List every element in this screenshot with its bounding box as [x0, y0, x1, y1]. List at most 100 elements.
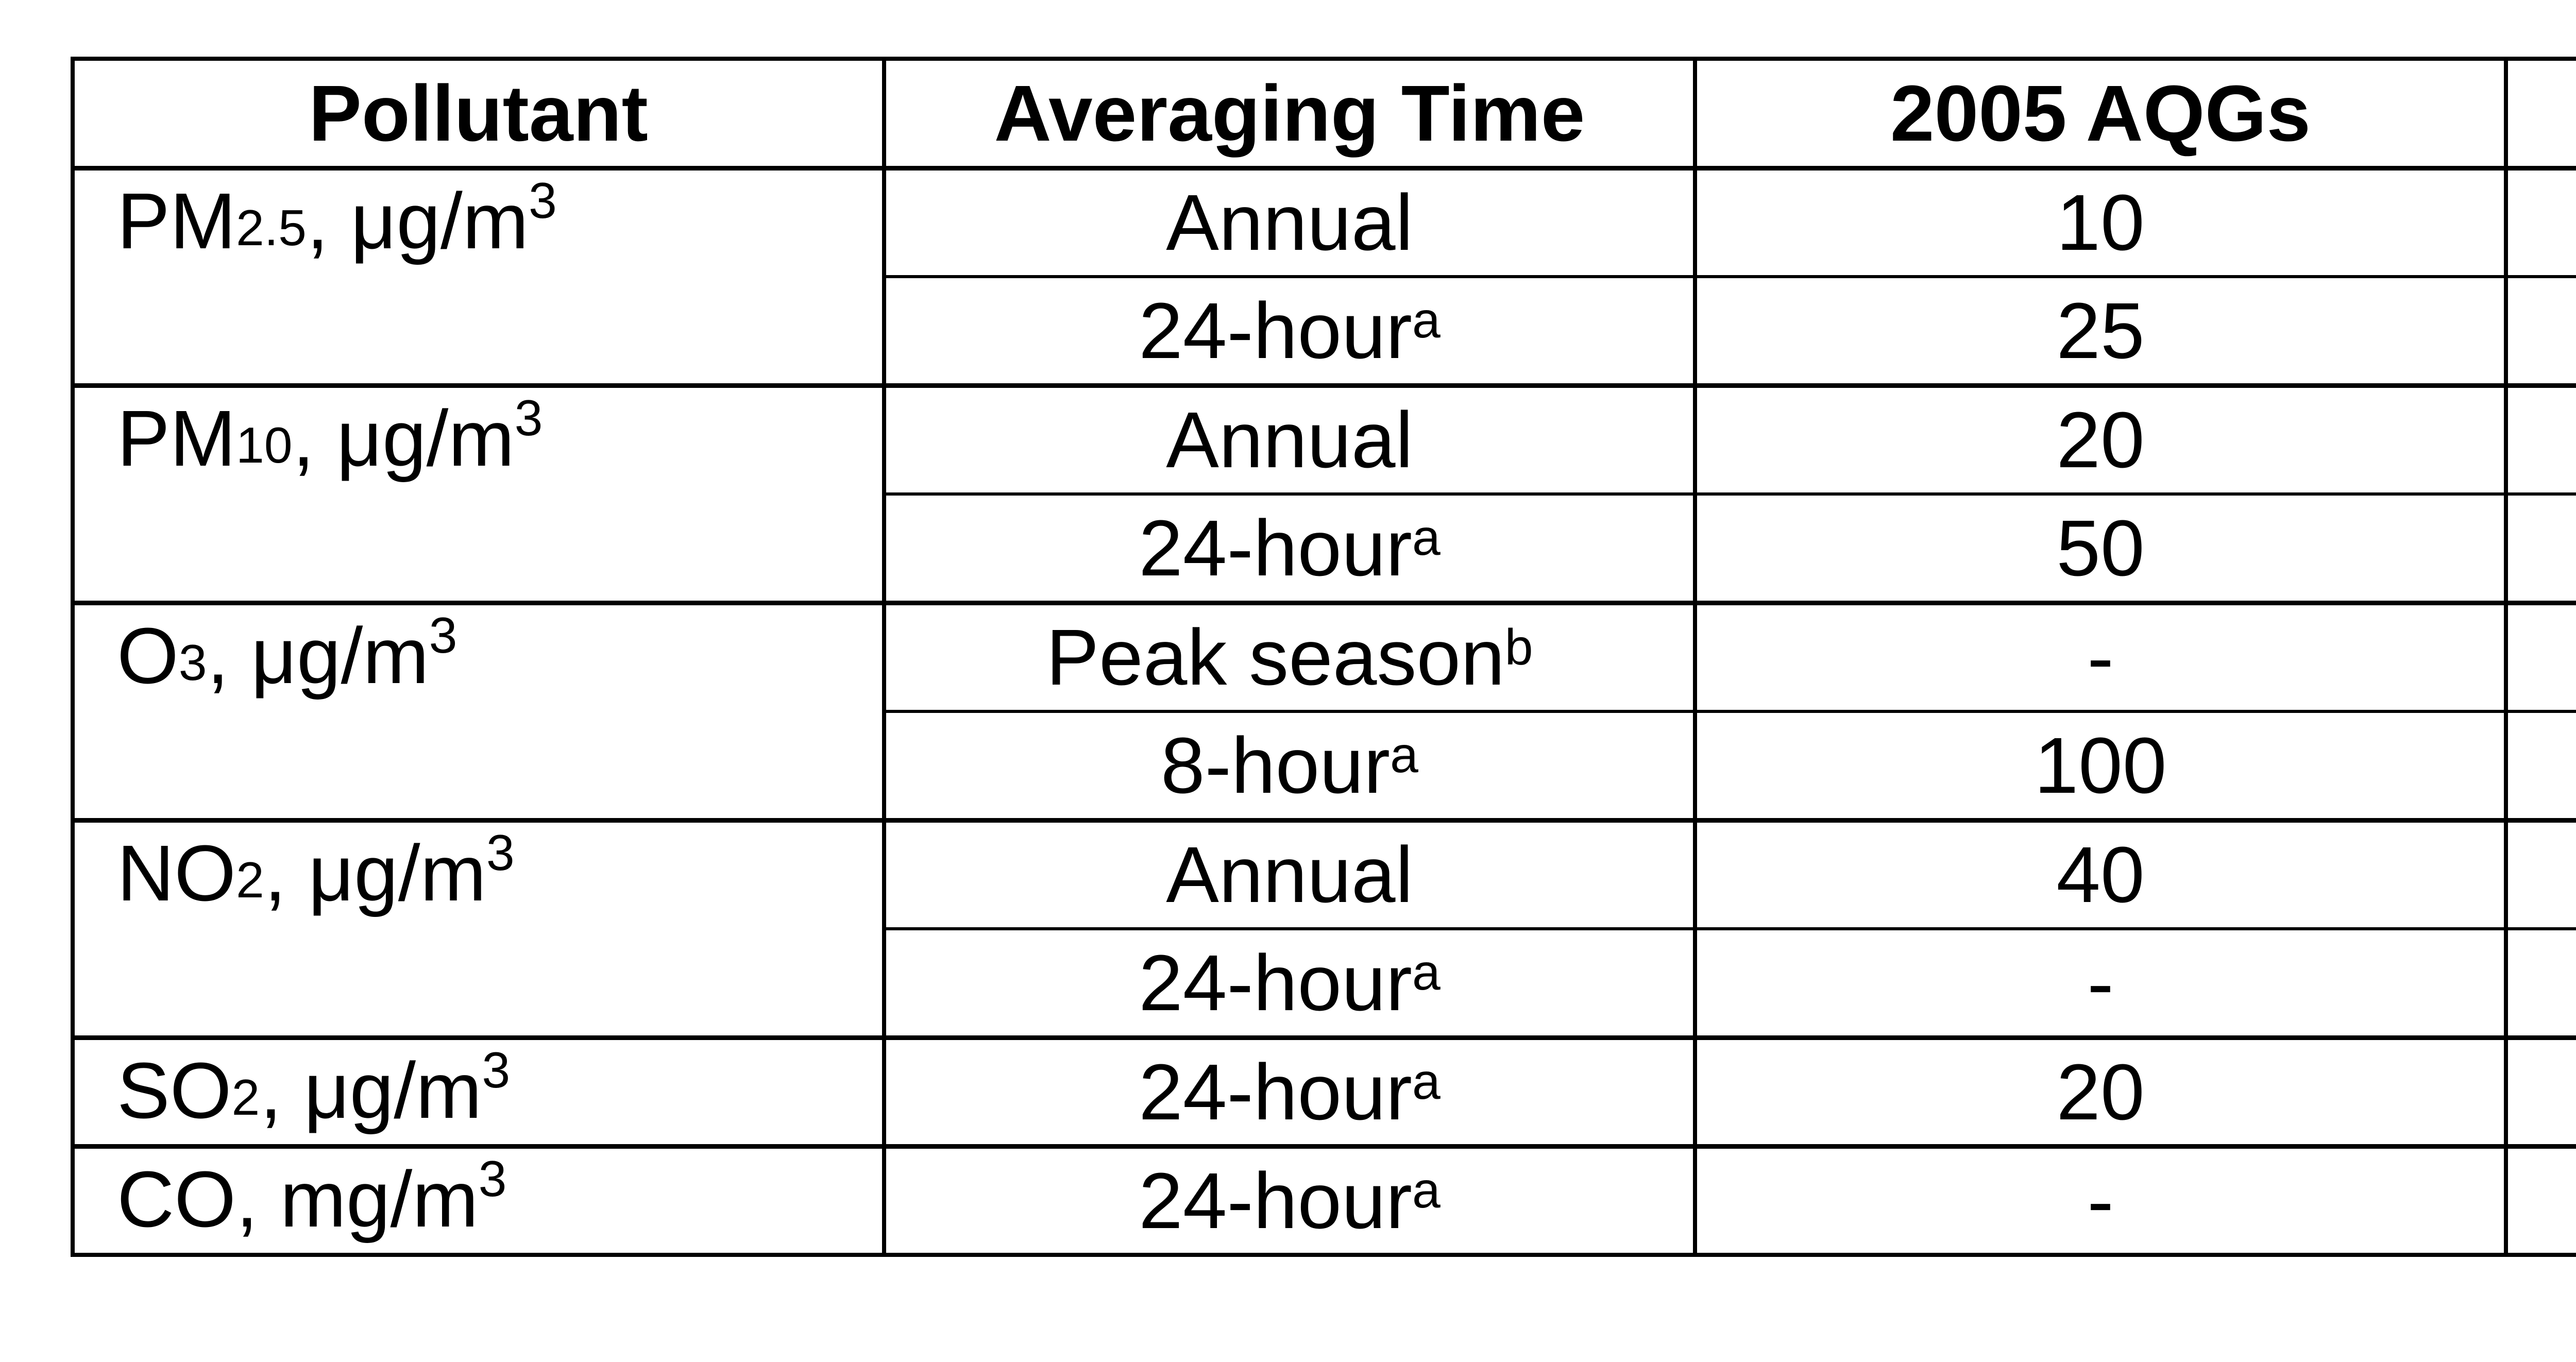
- averaging-time-cell: Annual: [882, 820, 1697, 930]
- aqg2021-cell: 15: [2504, 385, 2576, 496]
- pollutant-cell-pm10: PM 10, μg/m 3: [71, 385, 886, 605]
- footnote-superscript: a: [1412, 1053, 1440, 1110]
- header-label-averaging-time: Averaging Time: [994, 69, 1585, 158]
- footnote-superscript: b: [1504, 618, 1533, 675]
- aqg2021-cell: 10: [2504, 820, 2576, 930]
- averaging-time-label: 24-hour: [1139, 503, 1412, 592]
- aqg2005-value: 20: [2056, 1047, 2145, 1136]
- pollutant-unit: , μg/m: [260, 1046, 482, 1135]
- pollutant-subscript: 2.5: [236, 199, 307, 256]
- aqg2005-cell: -: [1693, 1146, 2508, 1257]
- averaging-time-label: 24-hour: [1139, 286, 1412, 375]
- aqg2005-cell: 20: [1693, 1037, 2508, 1149]
- aqg2005-value: -: [2087, 938, 2114, 1027]
- pollutant-label-so2: SO 2, μg/m 3: [75, 1040, 882, 1142]
- aqg2005-value: -: [2087, 1156, 2114, 1245]
- aqg2005-cell: 50: [1693, 494, 2508, 605]
- aqg2021-cell: 15: [2504, 277, 2576, 388]
- table-row-pm25-annual: PM2.5, μg/m3 Annual 10 5: [71, 168, 2576, 388]
- footnote-superscript: a: [1412, 944, 1440, 1001]
- aqg2005-value: 20: [2056, 396, 2145, 485]
- averaging-time-cell: 24-houra: [882, 1037, 1697, 1149]
- aqg2021-cell: 45: [2504, 494, 2576, 605]
- pollutant-cell-pm25: PM 2.5, μg/m 3: [71, 168, 886, 388]
- averaging-time-cell: Annual: [882, 168, 1697, 278]
- aqg2005-value: -: [2087, 613, 2114, 702]
- table-row-pm25-24hour: 24-houra 25 15: [73, 277, 2576, 388]
- pollutant-unit-superscript: 3: [482, 1042, 511, 1099]
- table-row-pm10-24hour: 24-houra 50 45: [73, 494, 2576, 605]
- pollutant-base: PM: [117, 394, 236, 483]
- table-row-so2-24hour: SO2, μg/m3 24-houra 20 40: [71, 1037, 2576, 1149]
- averaging-time-label: Annual: [1166, 396, 1413, 485]
- pollutant-unit-superscript: 3: [529, 172, 557, 229]
- pollutant-unit: , μg/m: [292, 394, 515, 483]
- pollutant-unit-superscript: 3: [429, 607, 457, 664]
- pollutant-label-no2: NO 2, μg/m 3: [75, 823, 882, 924]
- pollutant-subscript: 3: [178, 634, 207, 691]
- aqg2005-value: 25: [2056, 286, 2145, 375]
- pollutant-base: O: [117, 611, 179, 700]
- table-row-no2-annual: NO2, μg/m3 Annual 40 10: [71, 820, 2576, 1040]
- averaging-time-label: 8-hour: [1161, 721, 1391, 810]
- footnote-superscript: a: [1390, 726, 1418, 784]
- aqg2005-cell: 10: [1693, 168, 2508, 278]
- averaging-time-label: 24-hour: [1139, 1156, 1412, 1245]
- averaging-time-cell: 8-houra: [882, 711, 1697, 823]
- footnote-superscript: a: [1412, 509, 1440, 566]
- footnote-superscript: a: [1412, 292, 1440, 349]
- pollutant-unit-superscript: 3: [486, 824, 515, 881]
- pollutant-base: CO: [117, 1155, 236, 1244]
- aqg2021-cell: 100: [2504, 711, 2576, 823]
- averaging-time-label: Peak season: [1046, 613, 1505, 702]
- aqg2021-cell: 25: [2504, 929, 2576, 1040]
- averaging-time-label: 24-hour: [1139, 938, 1412, 1027]
- pollutant-unit: , μg/m: [207, 611, 429, 700]
- averaging-time-label: Annual: [1166, 830, 1413, 920]
- averaging-time-label: Annual: [1166, 178, 1413, 267]
- pollutant-unit-superscript: 3: [478, 1150, 507, 1207]
- aqg2005-cell: -: [1693, 929, 2508, 1040]
- averaging-time-cell: 24-houra: [882, 494, 1697, 605]
- pollutant-unit: , μg/m: [307, 177, 529, 265]
- table-row-co-24hour: CO, mg/m3 24-houra - 4: [71, 1146, 2576, 1257]
- aqg2021-cell: 40: [2504, 1037, 2576, 1149]
- pollutant-label-co: CO, mg/m 3: [75, 1149, 882, 1250]
- header-label-pollutant: Pollutant: [309, 69, 648, 158]
- averaging-time-cell: 24-houra: [882, 1146, 1697, 1257]
- pollutant-subscript: 2: [231, 1068, 260, 1126]
- aqg2005-cell: 40: [1693, 820, 2508, 930]
- pollutant-unit: , μg/m: [264, 829, 486, 917]
- pollutant-cell-co: CO, mg/m 3: [71, 1146, 886, 1257]
- aqg2005-value: 40: [2056, 830, 2145, 920]
- aqg2005-cell: -: [1693, 603, 2508, 713]
- pollutant-unit-superscript: 3: [514, 389, 543, 447]
- pollutant-unit: , mg/m: [236, 1155, 479, 1244]
- aqg2005-cell: 100: [1693, 711, 2508, 823]
- aqg2005-cell: 20: [1693, 385, 2508, 496]
- table-row-o3-8hour: 8-houra 100 100: [73, 711, 2576, 823]
- averaging-time-cell: Peak seasonb: [882, 603, 1697, 713]
- averaging-time-cell: 24-houra: [882, 929, 1697, 1040]
- pollutant-cell-so2: SO 2, μg/m 3: [71, 1037, 886, 1149]
- header-label-2005-aqgs: 2005 AQGs: [1890, 69, 2311, 158]
- averaging-time-label: 24-hour: [1139, 1047, 1412, 1136]
- footnote-superscript: a: [1412, 1162, 1440, 1219]
- aqg2005-value: 100: [2034, 721, 2167, 810]
- header-row: Pollutant Averaging Time 2005 AQGs 2021 …: [71, 57, 2576, 171]
- averaging-time-cell: 24-houra: [882, 277, 1697, 388]
- pollutant-base: NO: [117, 829, 236, 917]
- aqg2021-cell: 60: [2504, 603, 2576, 713]
- aqg2005-value: 50: [2056, 503, 2145, 592]
- header-cell-averaging-time: Averaging Time: [882, 57, 1697, 171]
- table-row-no2-24hour: 24-houra - 25: [73, 929, 2576, 1040]
- pollutant-base: SO: [117, 1046, 232, 1135]
- aqg-comparison-table: Pollutant Averaging Time 2005 AQGs 2021 …: [71, 57, 2576, 1257]
- table-row-o3-peak-season: O3, μg/m3 Peak seasonb - 60: [71, 603, 2576, 823]
- aqg-comparison-table-wrap: Pollutant Averaging Time 2005 AQGs 2021 …: [71, 57, 2576, 1257]
- pollutant-subscript: 2: [236, 851, 264, 908]
- pollutant-cell-no2: NO 2, μg/m 3: [71, 820, 886, 1040]
